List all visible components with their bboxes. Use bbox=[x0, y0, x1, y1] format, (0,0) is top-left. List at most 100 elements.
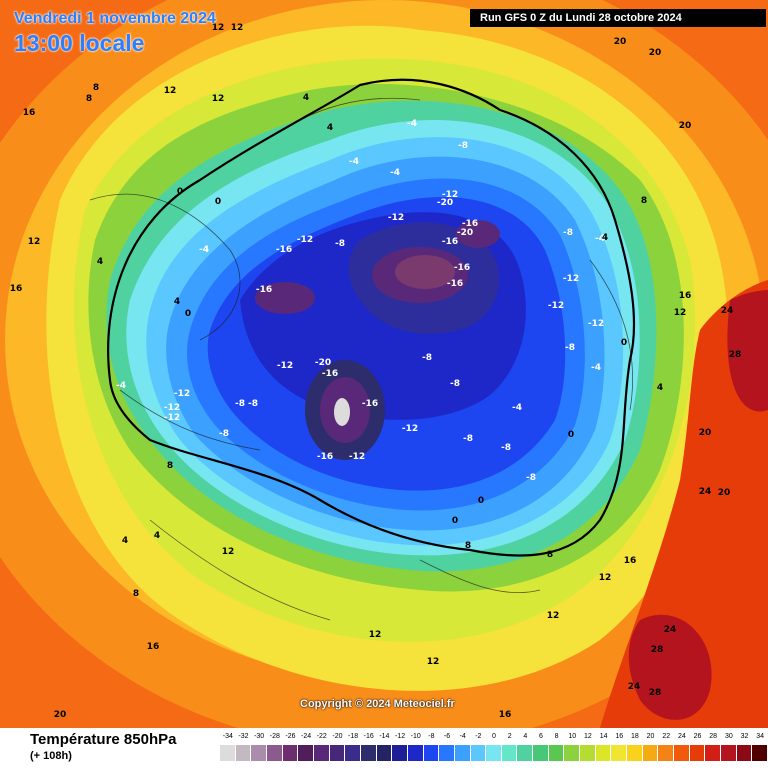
legend-label: 14 bbox=[599, 733, 608, 740]
contour-label: -12 bbox=[388, 213, 404, 223]
contour-label: -12 bbox=[349, 452, 365, 462]
contour-label: 16 bbox=[624, 556, 637, 566]
legend-swatch bbox=[580, 745, 596, 761]
legend-swatch bbox=[548, 745, 565, 761]
contour-label: -16 bbox=[256, 285, 272, 295]
contour-label: -4 bbox=[116, 381, 126, 391]
contour-label: 8 bbox=[641, 196, 647, 206]
contour-label: 24 bbox=[628, 682, 641, 692]
legend-swatch bbox=[674, 745, 690, 761]
contour-label: 0 bbox=[478, 496, 484, 506]
legend-label: 24 bbox=[677, 733, 686, 740]
legend-swatch bbox=[266, 745, 283, 761]
contour-label: 0 bbox=[452, 516, 458, 526]
legend-label: 6 bbox=[539, 733, 543, 740]
contour-label: -8 bbox=[463, 434, 473, 444]
contour-label: 16 bbox=[147, 642, 160, 652]
contour-label: 12 bbox=[599, 573, 612, 583]
forecast-time: 13:00 locale bbox=[14, 30, 145, 56]
legend-swatch bbox=[220, 745, 236, 761]
legend-label: -10 bbox=[410, 733, 421, 740]
legend-label: -22 bbox=[316, 733, 327, 740]
contour-label: 8 bbox=[93, 83, 99, 93]
contour-label: -8 bbox=[526, 473, 536, 483]
contour-label: -12 bbox=[164, 403, 180, 413]
model-run-banner: Run GFS 0 Z du Lundi 28 octobre 2024 bbox=[470, 9, 766, 27]
copyright-notice: Copyright © 2024 Meteociel.fr bbox=[300, 698, 455, 710]
contour-label: 24 bbox=[721, 306, 734, 316]
legend-swatch bbox=[329, 745, 346, 761]
contour-label: 16 bbox=[10, 284, 23, 294]
contour-label: -4 bbox=[595, 234, 605, 244]
forecast-date: Vendredi 1 novembre 2024 bbox=[14, 10, 216, 27]
contour-label: 16 bbox=[499, 710, 512, 720]
contour-label: 4 bbox=[303, 93, 309, 103]
legend-label: -14 bbox=[379, 733, 390, 740]
contour-label: -8 bbox=[235, 399, 245, 409]
coastlines bbox=[89, 97, 633, 621]
contour-label: -4 bbox=[349, 157, 359, 167]
legend-footer: Température 850hPa (+ 108h) -34 -32 -30 -28… bbox=[0, 728, 768, 768]
contour-label: -20 bbox=[315, 358, 331, 368]
contour-label: 0 bbox=[215, 197, 221, 207]
contour-label: -12 bbox=[297, 235, 313, 245]
legend-swatch bbox=[345, 745, 361, 761]
contour-label: 28 bbox=[729, 350, 742, 360]
legend-label: 26 bbox=[693, 733, 702, 740]
zero-degree-isotherm bbox=[107, 78, 636, 557]
contour-label: 0 bbox=[177, 187, 183, 197]
legend-label: 10 bbox=[568, 733, 577, 740]
contour-label: 8 bbox=[86, 94, 92, 104]
zone-red-east bbox=[600, 280, 768, 728]
contour-label: -8 bbox=[458, 141, 468, 151]
legend-label: -12 bbox=[394, 733, 406, 740]
contour-label: 20 bbox=[718, 488, 731, 498]
legend-label: 32 bbox=[740, 733, 749, 740]
legend-swatch bbox=[642, 745, 659, 761]
contour-label: 20 bbox=[54, 710, 67, 720]
contour-label: -4 bbox=[591, 363, 601, 373]
legend-swatch bbox=[251, 745, 267, 761]
legend-label: -20 bbox=[332, 733, 343, 740]
contour-label: -12 bbox=[277, 361, 293, 371]
contour-label: -16 bbox=[317, 452, 333, 462]
legend-swatch bbox=[282, 745, 299, 761]
zone-purple-east bbox=[456, 220, 500, 248]
contour-label: -20 bbox=[437, 198, 453, 208]
legend-swatch bbox=[392, 745, 408, 761]
legend-swatch bbox=[470, 745, 487, 761]
legend-label: -2 bbox=[475, 733, 482, 740]
contour-label: 8 bbox=[465, 541, 471, 551]
legend-swatch bbox=[736, 745, 753, 761]
legend-swatch bbox=[564, 745, 581, 761]
contour-label: -12 bbox=[402, 424, 418, 434]
contour-label: 12 bbox=[164, 86, 177, 96]
contour-label: -8 bbox=[422, 353, 432, 363]
legend-label: 8 bbox=[554, 733, 559, 740]
contour-label: 20 bbox=[614, 37, 627, 47]
contour-label: 12 bbox=[222, 547, 235, 557]
contour-label: 16 bbox=[679, 291, 692, 301]
contour-label: -16 bbox=[447, 279, 463, 289]
legend-swatch bbox=[423, 745, 440, 761]
legend-labels: -34 -32 -30 -28 -26 -24 -22 -20 -18 -16 -14 -12 -10-… bbox=[220, 733, 768, 743]
legend-swatch bbox=[658, 745, 675, 761]
contour-label: -16 bbox=[454, 263, 470, 273]
contour-label: 0 bbox=[568, 430, 574, 440]
contour-label: -8 bbox=[501, 443, 511, 453]
contour-label: -8 bbox=[450, 379, 460, 389]
legend-swatch bbox=[689, 745, 706, 761]
contour-label: 20 bbox=[679, 121, 692, 131]
legend-swatch bbox=[752, 745, 768, 761]
contour-value-labels: -20 -20 -20 -16 -16 -16 -16 -16 -16 -16 … bbox=[10, 23, 742, 720]
contour-label: 12 bbox=[547, 611, 560, 621]
contour-label: 24 bbox=[664, 625, 677, 635]
contour-label: -8 bbox=[563, 228, 573, 238]
lead-time: (+ 108h) bbox=[30, 750, 72, 762]
legend-label: 34 bbox=[756, 733, 765, 740]
legend-swatch bbox=[611, 745, 628, 761]
legend-swatch bbox=[454, 745, 471, 761]
zone-violet-siberia bbox=[395, 255, 455, 289]
contour-label: -12 bbox=[164, 413, 180, 423]
